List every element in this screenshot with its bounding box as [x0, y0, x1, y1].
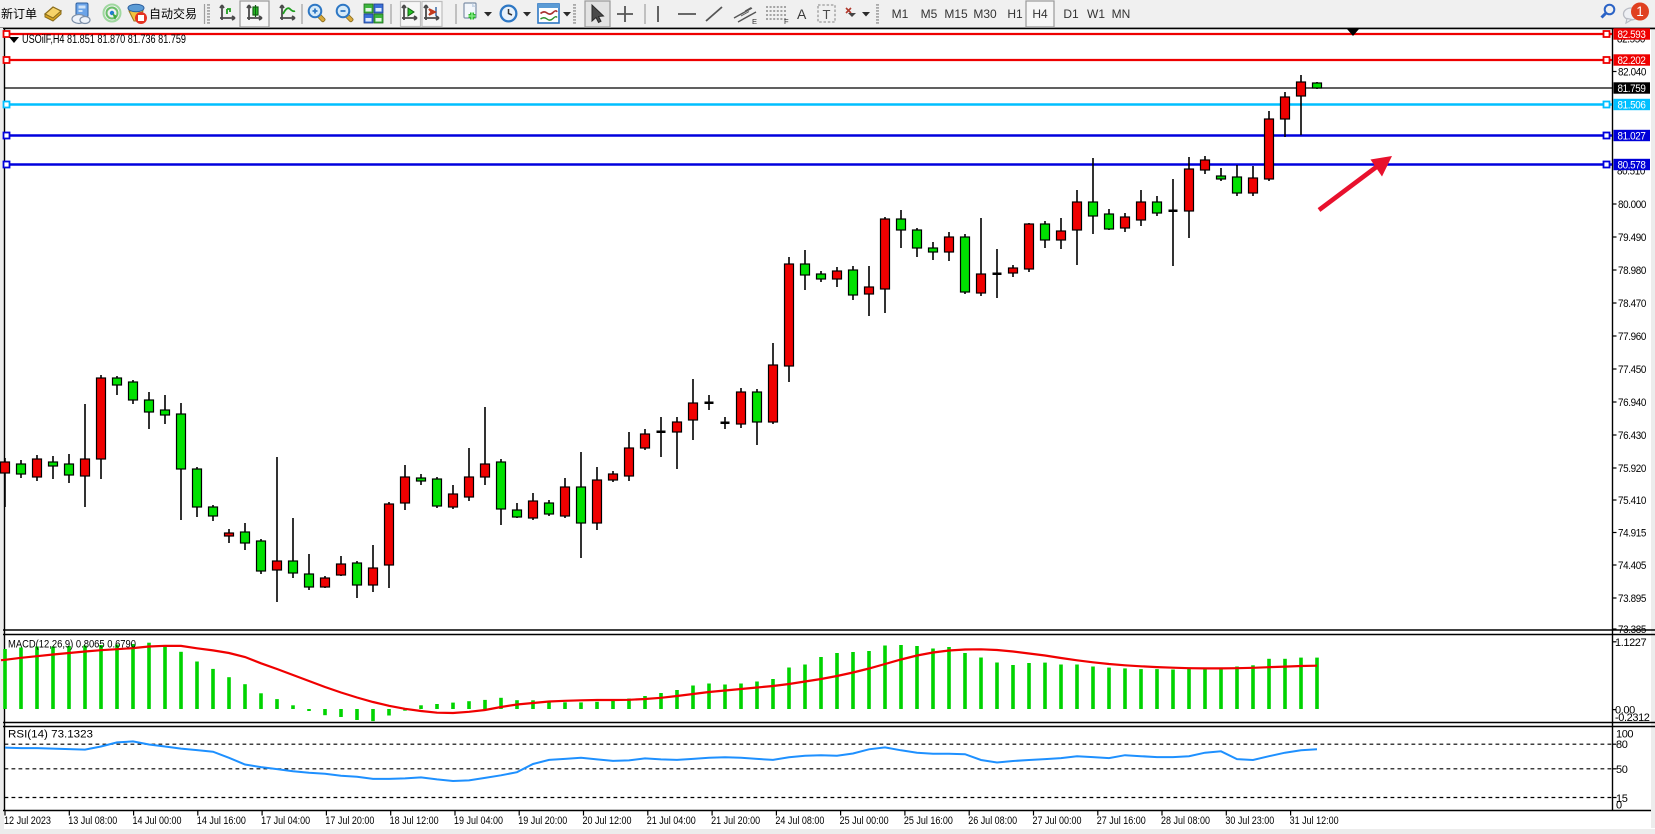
svg-text:0.00: 0.00 [1615, 705, 1635, 717]
svg-text:D1: D1 [1063, 7, 1079, 21]
svg-text:E: E [752, 17, 757, 26]
svg-text:80.000: 80.000 [1618, 199, 1646, 211]
svg-text:F: F [784, 17, 789, 26]
svg-text:73.385: 73.385 [1618, 624, 1646, 636]
svg-text:50: 50 [1616, 764, 1628, 776]
svg-text:14 Jul 16:00: 14 Jul 16:00 [197, 815, 246, 827]
svg-text:76.430: 76.430 [1618, 430, 1646, 442]
svg-text:77.960: 77.960 [1618, 331, 1646, 343]
svg-text:T: T [823, 7, 831, 22]
svg-text:78.470: 78.470 [1618, 298, 1646, 310]
svg-text:30 Jul 23:00: 30 Jul 23:00 [1225, 815, 1274, 827]
svg-text:82.593: 82.593 [1618, 29, 1646, 41]
svg-text:81.759: 81.759 [1618, 83, 1646, 95]
svg-text:M15: M15 [944, 7, 968, 21]
svg-text:75.410: 75.410 [1618, 495, 1646, 507]
svg-text:M5: M5 [921, 7, 938, 21]
svg-text:82.040: 82.040 [1618, 67, 1646, 79]
svg-text:17 Jul 20:00: 17 Jul 20:00 [325, 815, 374, 827]
svg-text:W1: W1 [1087, 7, 1105, 21]
svg-text:新订单: 新订单 [1, 6, 37, 21]
svg-text:28 Jul 08:00: 28 Jul 08:00 [1161, 815, 1210, 827]
svg-text:1.1227: 1.1227 [1615, 637, 1647, 649]
svg-text:25 Jul 16:00: 25 Jul 16:00 [904, 815, 953, 827]
svg-text:75.920: 75.920 [1618, 463, 1646, 475]
svg-text:80.578: 80.578 [1618, 160, 1646, 172]
svg-text:12 Jul 2023: 12 Jul 2023 [4, 815, 51, 827]
svg-text:RSI(14) 73.1323: RSI(14) 73.1323 [8, 729, 93, 741]
svg-text:73.895: 73.895 [1618, 593, 1646, 605]
svg-text:77.450: 77.450 [1618, 364, 1646, 376]
svg-text:19 Jul 04:00: 19 Jul 04:00 [454, 815, 503, 827]
svg-text:-0.2312: -0.2312 [1615, 712, 1650, 724]
svg-text:MACD(12,26,9) 0.8065 0.6790: MACD(12,26,9) 0.8065 0.6790 [8, 639, 136, 651]
svg-text:19 Jul 20:00: 19 Jul 20:00 [518, 815, 567, 827]
svg-text:USOilF,H4 81.851 81.870 81.73: USOilF,H4 81.851 81.870 81.736 81.759 [22, 34, 186, 46]
svg-text:24 Jul 08:00: 24 Jul 08:00 [775, 815, 824, 827]
svg-text:17 Jul 04:00: 17 Jul 04:00 [261, 815, 310, 827]
svg-text:31 Jul 12:00: 31 Jul 12:00 [1290, 815, 1339, 827]
svg-text:81.506: 81.506 [1618, 100, 1646, 112]
svg-text:1: 1 [1636, 4, 1644, 19]
svg-text:MN: MN [1112, 7, 1131, 21]
svg-text:0: 0 [1616, 800, 1622, 812]
svg-text:18 Jul 12:00: 18 Jul 12:00 [390, 815, 439, 827]
svg-text:100: 100 [1616, 728, 1633, 740]
svg-text:A: A [797, 6, 807, 22]
svg-text:79.490: 79.490 [1618, 232, 1646, 244]
svg-text:80: 80 [1616, 739, 1628, 751]
svg-text:81.027: 81.027 [1618, 131, 1646, 143]
svg-text:26 Jul 08:00: 26 Jul 08:00 [968, 815, 1017, 827]
svg-text:21 Jul 20:00: 21 Jul 20:00 [711, 815, 760, 827]
svg-text:自动交易: 自动交易 [149, 6, 197, 21]
svg-text:14 Jul 00:00: 14 Jul 00:00 [133, 815, 182, 827]
svg-text:76.940: 76.940 [1618, 397, 1646, 409]
svg-text:27 Jul 00:00: 27 Jul 00:00 [1032, 815, 1081, 827]
svg-text:M1: M1 [892, 7, 909, 21]
svg-text:74.405: 74.405 [1618, 560, 1646, 572]
svg-text:78.980: 78.980 [1618, 265, 1646, 277]
svg-text:15: 15 [1616, 793, 1628, 805]
svg-text:13 Jul 08:00: 13 Jul 08:00 [68, 815, 117, 827]
svg-text:25 Jul 00:00: 25 Jul 00:00 [840, 815, 889, 827]
svg-text:82.202: 82.202 [1618, 55, 1646, 67]
svg-text:20 Jul 12:00: 20 Jul 12:00 [583, 815, 632, 827]
svg-text:H4: H4 [1032, 7, 1048, 21]
svg-text:M30: M30 [973, 7, 997, 21]
svg-text:H1: H1 [1007, 7, 1023, 21]
svg-text:27 Jul 16:00: 27 Jul 16:00 [1097, 815, 1146, 827]
svg-text:74.915: 74.915 [1618, 528, 1646, 540]
svg-text:21 Jul 04:00: 21 Jul 04:00 [647, 815, 696, 827]
